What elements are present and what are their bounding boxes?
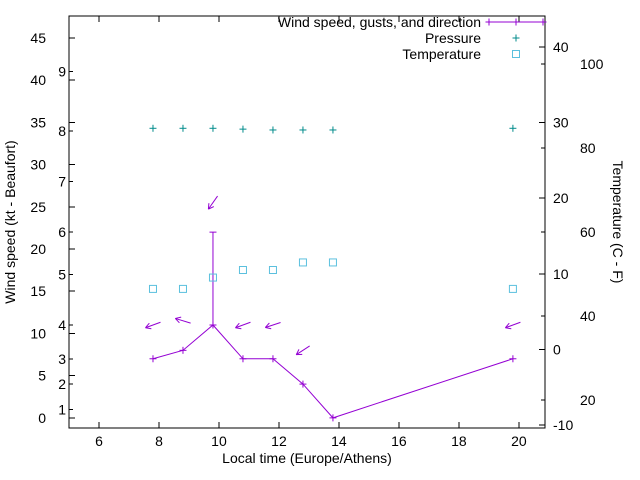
svg-text:-10: -10 xyxy=(553,417,573,433)
svg-text:3: 3 xyxy=(58,351,66,367)
svg-text:12: 12 xyxy=(271,433,287,449)
svg-text:7: 7 xyxy=(58,173,66,189)
svg-text:20: 20 xyxy=(553,190,569,206)
svg-text:8: 8 xyxy=(58,123,66,139)
svg-text:100: 100 xyxy=(580,56,604,72)
series-wind xyxy=(145,195,521,422)
svg-text:80: 80 xyxy=(580,140,596,156)
svg-text:25: 25 xyxy=(30,199,46,215)
svg-text:6: 6 xyxy=(58,224,66,240)
svg-text:30: 30 xyxy=(553,115,569,131)
svg-text:10: 10 xyxy=(30,325,46,341)
svg-text:0: 0 xyxy=(38,410,46,426)
svg-text:5: 5 xyxy=(38,368,46,384)
svg-text:9: 9 xyxy=(58,64,66,80)
svg-text:30: 30 xyxy=(30,157,46,173)
svg-text:16: 16 xyxy=(391,433,407,449)
svg-text:Pressure: Pressure xyxy=(425,30,481,46)
svg-text:5: 5 xyxy=(58,266,66,282)
axis-labels: 6 8 10 12 14 16 18 2005101520253035404512345678… xyxy=(2,30,626,466)
svg-text:40: 40 xyxy=(580,308,596,324)
svg-text:Wind speed, gusts, and directi: Wind speed, gusts, and direction xyxy=(278,14,481,30)
svg-text:Temperature (C - F): Temperature (C - F) xyxy=(610,161,626,284)
svg-text:10: 10 xyxy=(553,266,569,282)
svg-text:2: 2 xyxy=(58,376,66,392)
svg-text:15: 15 xyxy=(30,283,46,299)
svg-text:8: 8 xyxy=(155,433,163,449)
svg-text:6: 6 xyxy=(95,433,103,449)
svg-text:1: 1 xyxy=(58,401,66,417)
svg-text:Temperature: Temperature xyxy=(402,46,481,62)
series-temperature xyxy=(148,258,517,293)
axes xyxy=(68,15,546,429)
svg-text:35: 35 xyxy=(30,114,46,130)
svg-text:20: 20 xyxy=(30,241,46,257)
svg-text:10: 10 xyxy=(211,433,227,449)
svg-text:45: 45 xyxy=(30,30,46,46)
svg-text:40: 40 xyxy=(553,39,569,55)
svg-text:40: 40 xyxy=(30,72,46,88)
svg-text:14: 14 xyxy=(331,433,347,449)
svg-text:4: 4 xyxy=(58,317,66,333)
svg-text:Local time (Europe/Athens): Local time (Europe/Athens) xyxy=(222,450,392,466)
svg-text:18: 18 xyxy=(451,433,467,449)
svg-text:60: 60 xyxy=(580,224,596,240)
series-pressure xyxy=(149,124,517,134)
svg-text:20: 20 xyxy=(511,433,527,449)
svg-text:Wind speed (kt - Beaufort): Wind speed (kt - Beaufort) xyxy=(2,140,18,303)
svg-text:0: 0 xyxy=(553,341,561,357)
legend: Wind speed, gusts, and directionPressure… xyxy=(278,14,547,62)
svg-text:20: 20 xyxy=(580,392,596,408)
